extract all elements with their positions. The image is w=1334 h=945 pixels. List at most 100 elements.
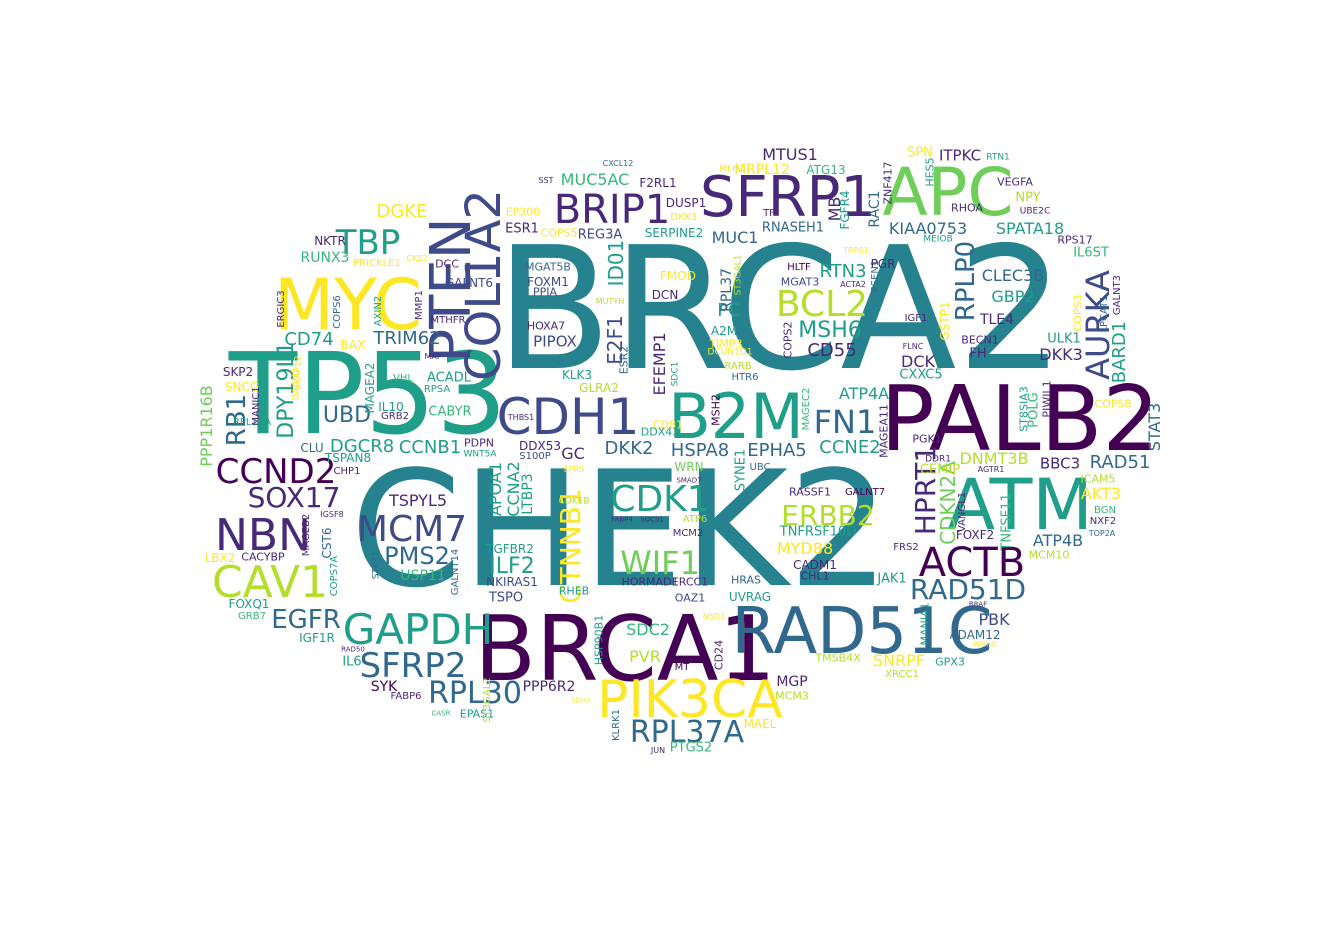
word-atp4b: ATP4B	[1032, 531, 1084, 550]
word-rpsa: RPSA	[423, 384, 451, 395]
word-cops3: COPS3	[1071, 294, 1085, 332]
word-tspyl5: TSPYL5	[388, 491, 448, 510]
word-sfrp1: SFRP1	[699, 165, 877, 230]
word-nktr: NKTR	[314, 234, 346, 248]
word-magea2: MAGEA2	[363, 362, 377, 414]
word-dusp1: DUSP1	[665, 196, 707, 210]
word-znf417: ZNF417	[881, 161, 895, 205]
word-b2m: B2M	[668, 380, 804, 453]
word-chek2: CHEK2	[350, 436, 890, 623]
word-erbb2: ERBB2	[781, 499, 875, 532]
word-igf1: IGF1	[904, 313, 928, 324]
word-smad7: SMAD7	[676, 476, 702, 485]
word-tf: TF	[763, 208, 775, 219]
word-mgat5b: MGAT5B	[525, 260, 571, 274]
word-cdk1: CDK1	[610, 479, 710, 520]
word-frs2: FRS2	[893, 542, 919, 553]
word-clec3b: CLEC3B	[981, 266, 1045, 285]
word-hes5: HES5	[923, 157, 937, 187]
word-trim62: TRIM62	[373, 328, 441, 349]
word-ddr1: DDR1	[925, 454, 951, 465]
word-nsd3: NSD3	[702, 612, 726, 621]
word-casr: CASR	[431, 709, 451, 718]
word-top2a: TOP2A	[1088, 529, 1116, 538]
word-galnt14: GALNT14	[450, 548, 461, 596]
word-epas1: EPAS1	[459, 707, 495, 721]
word-tgfbr2: TGFBR2	[486, 542, 534, 556]
word-uvrag: UVRAG	[728, 590, 772, 604]
word-wif1: WIF1	[620, 544, 700, 582]
word-ccnd2: CCND2	[215, 452, 337, 492]
word-mcm2: MCM2	[672, 528, 704, 539]
word-magec2: MAGEC2	[801, 387, 812, 431]
word-esr1: ESR1	[505, 221, 539, 237]
word-rpl37a: RPL37A	[629, 715, 745, 750]
word-pik3ca: PIK3CA	[597, 670, 783, 730]
word-adam12: ADAM12	[949, 628, 1001, 642]
word-fabp6: FABP6	[390, 691, 422, 702]
word-sdc2: SDC2	[626, 620, 670, 639]
word-st3gal2: ST3GAL2	[482, 677, 493, 723]
word-ubc: UBC	[749, 462, 771, 473]
word-psen1: PSEN1	[870, 259, 881, 293]
word-rac1: RAC1	[867, 190, 883, 228]
word-snrpf: SNRPF	[872, 651, 926, 670]
word-maf: MAF	[424, 352, 442, 361]
word-esr2: ESR2	[617, 345, 631, 375]
word-cabyr: CABYR	[428, 404, 472, 420]
word-ddx43: DDX43	[640, 425, 680, 439]
word-rad51d: RAD51D	[909, 573, 1027, 606]
word-rhoa: RHOA	[951, 201, 983, 215]
word-stk11: STK11	[371, 550, 382, 580]
word-brca2: BRCA2	[495, 211, 1065, 409]
word-il10: IL10	[378, 400, 404, 414]
word-sdc1: SDC1	[670, 361, 681, 387]
word-klrk1: KLRK1	[611, 709, 622, 741]
word-cxcl12: CXCL12	[602, 159, 634, 168]
word-rarb: RARB	[724, 361, 752, 372]
word-ppp1r16b: PPP1R16B	[197, 385, 216, 467]
word-dgke: DGKE	[376, 201, 428, 222]
word-fmod: FMOD	[660, 269, 696, 283]
word-rtn1: RTN1	[986, 152, 1010, 163]
word-rad50: RAD50	[341, 645, 365, 654]
word-fn1: FN1	[813, 403, 877, 441]
word-fgfr4: FGFR4	[838, 190, 852, 230]
word-gc: GC	[561, 444, 585, 463]
word-becn1: BECN1	[961, 333, 999, 347]
word-sox17: SOX17	[247, 481, 341, 514]
word-gapdh: GAPDH	[342, 605, 494, 654]
word-mgp: MGP	[776, 674, 808, 690]
word-dck: DCK	[901, 352, 935, 371]
word-dkk1: DKK1	[670, 212, 698, 223]
word-galnt6: GALNT6	[444, 276, 494, 290]
word-dcun1d1: DCUN1D1	[707, 347, 753, 358]
word-ube2c: UBE2C	[1019, 206, 1051, 217]
word-cops7a: COPS7A	[329, 555, 340, 597]
word-daam2: DAAM2	[291, 367, 302, 401]
word-icam5: ICAM5	[1080, 472, 1116, 486]
word-ergic3: ERGIC3	[276, 290, 287, 328]
word-hsp90b1: HSP90B1	[592, 614, 606, 666]
word-nbn: NBN	[214, 510, 312, 561]
word-mageb2: MAGEB2	[301, 513, 312, 557]
word-mtus1: MTUS1	[762, 145, 818, 164]
word-grb2: GRB2	[381, 411, 409, 422]
word-mania1: MANIA1	[918, 602, 932, 646]
word-sdha: SDHA	[571, 696, 591, 705]
word-igsf8: IGSF8	[320, 510, 344, 519]
word-il6st: IL6ST	[1073, 245, 1109, 261]
word-apoa1: APOA1	[486, 461, 505, 517]
word-mt: MT	[674, 662, 690, 673]
word-jun: JUN	[650, 746, 666, 755]
word-cdh1: CDH1	[496, 388, 640, 446]
word-f2rl1: F2RL1	[639, 176, 677, 190]
word-axin2: AXIN2	[373, 295, 384, 327]
word-atm: ATM	[947, 464, 1093, 546]
word-myc: MYC	[273, 264, 423, 346]
word-mmp1: MMP1	[414, 290, 425, 320]
word-rnaseh1: RNASEH1	[761, 220, 825, 236]
word-mthfr: MTHFR	[430, 315, 466, 326]
word-cd24: CD24	[712, 639, 726, 671]
word-itpkc: ITPKC	[938, 146, 982, 165]
